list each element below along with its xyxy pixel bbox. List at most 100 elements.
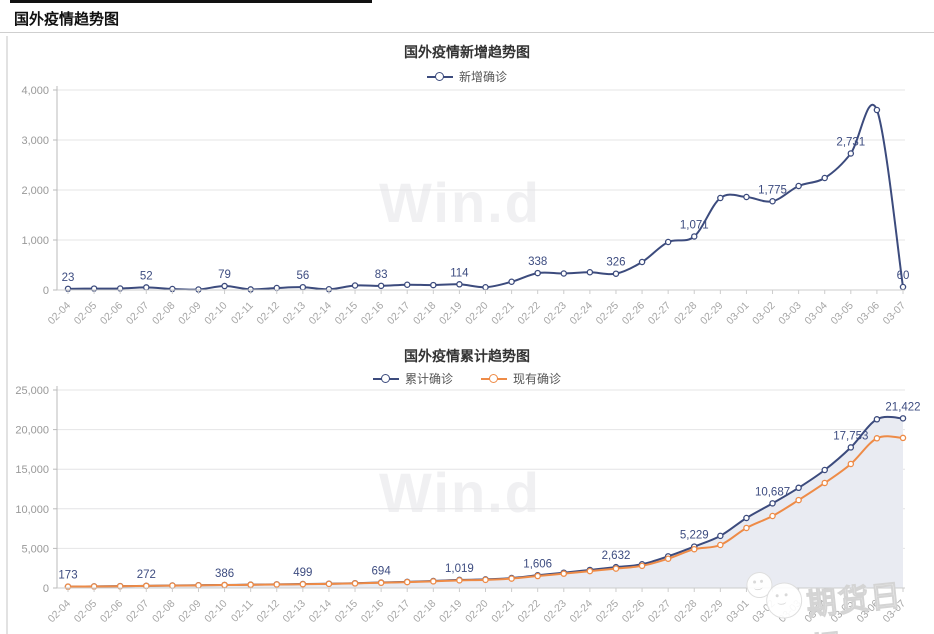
svg-text:02-07: 02-07 [124, 598, 152, 626]
svg-text:2,731: 2,731 [836, 136, 865, 148]
svg-text:02-18: 02-18 [411, 598, 439, 626]
cumulative-chart-title: 国外疫情累计趋势图 [404, 348, 530, 364]
legend-item-existing-confirmed: 现有确诊 [481, 370, 561, 387]
line-marker-icon [426, 71, 453, 82]
svg-text:338: 338 [528, 256, 547, 268]
legend-label: 新增确诊 [458, 70, 507, 84]
svg-text:0: 0 [43, 285, 49, 297]
svg-text:02-27: 02-27 [646, 300, 674, 328]
svg-text:02-26: 02-26 [620, 598, 648, 626]
svg-text:02-09: 02-09 [176, 300, 204, 328]
svg-text:52: 52 [140, 270, 153, 282]
svg-text:02-22: 02-22 [515, 598, 543, 626]
svg-text:02-14: 02-14 [307, 300, 335, 328]
svg-text:03-06: 03-06 [855, 300, 883, 328]
svg-text:10,687: 10,687 [755, 486, 790, 498]
svg-text:02-25: 02-25 [594, 598, 622, 626]
svg-text:02-08: 02-08 [150, 598, 178, 626]
svg-text:02-28: 02-28 [672, 300, 700, 328]
svg-text:02-19: 02-19 [437, 598, 465, 626]
svg-text:83: 83 [375, 269, 388, 281]
svg-text:02-13: 02-13 [280, 300, 308, 328]
svg-text:17,753: 17,753 [833, 430, 868, 442]
legend-item-new-confirmed: 新增确诊 [426, 68, 507, 85]
svg-text:02-10: 02-10 [202, 300, 230, 328]
svg-text:02-08: 02-08 [150, 300, 178, 328]
svg-text:03-05: 03-05 [828, 300, 856, 328]
svg-text:02-21: 02-21 [489, 598, 517, 626]
svg-text:02-23: 02-23 [541, 300, 569, 328]
page-title: 国外疫情趋势图 [14, 11, 120, 28]
svg-text:02-15: 02-15 [333, 300, 361, 328]
svg-text:02-19: 02-19 [437, 300, 465, 328]
svg-text:21,422: 21,422 [885, 401, 920, 413]
svg-text:02-06: 02-06 [98, 598, 126, 626]
svg-text:02-04: 02-04 [46, 300, 74, 328]
svg-text:02-05: 02-05 [72, 300, 100, 328]
svg-text:20,000: 20,000 [15, 425, 49, 437]
svg-text:02-17: 02-17 [385, 598, 413, 626]
svg-text:1,019: 1,019 [445, 563, 474, 575]
header-divider [0, 32, 934, 33]
svg-text:2,000: 2,000 [21, 185, 49, 197]
line-marker-icon [481, 373, 507, 384]
svg-text:1,606: 1,606 [523, 558, 552, 570]
svg-text:02-09: 02-09 [176, 598, 204, 626]
svg-text:02-29: 02-29 [698, 300, 726, 328]
svg-text:02-20: 02-20 [463, 598, 491, 626]
svg-text:5,000: 5,000 [21, 543, 49, 555]
left-border-line [6, 36, 8, 634]
svg-text:02-04: 02-04 [46, 598, 74, 626]
svg-text:499: 499 [293, 567, 312, 579]
svg-text:5,229: 5,229 [680, 530, 709, 542]
svg-text:02-22: 02-22 [515, 300, 543, 328]
svg-text:60: 60 [897, 270, 910, 282]
svg-text:23: 23 [62, 272, 75, 284]
svg-text:02-12: 02-12 [254, 300, 282, 328]
svg-text:03-02: 03-02 [750, 300, 778, 328]
svg-text:3,000: 3,000 [21, 135, 49, 147]
new-cases-legend: 新增确诊 [0, 68, 934, 85]
legend-label: 累计确诊 [404, 372, 453, 386]
svg-text:03-03: 03-03 [776, 300, 804, 328]
svg-text:02-17: 02-17 [385, 300, 413, 328]
cumulative-line-chart: 0 5,000 10,000 15,000 20,000 25,000 02-0402-05… [15, 385, 920, 626]
svg-text:114: 114 [450, 267, 469, 279]
svg-text:02-24: 02-24 [568, 598, 596, 626]
svg-text:0: 0 [43, 583, 49, 595]
svg-text:02-14: 02-14 [307, 598, 335, 626]
svg-text:02-13: 02-13 [280, 598, 308, 626]
svg-text:02-26: 02-26 [620, 300, 648, 328]
svg-text:02-12: 02-12 [254, 598, 282, 626]
logo-text: 期货日报 [805, 579, 905, 634]
svg-text:272: 272 [137, 569, 156, 581]
svg-text:02-27: 02-27 [646, 598, 674, 626]
svg-text:02-07: 02-07 [124, 300, 152, 328]
header-top-bar [10, 0, 372, 3]
svg-text:1,775: 1,775 [758, 184, 787, 196]
svg-text:1,071: 1,071 [680, 219, 709, 231]
svg-text:694: 694 [372, 566, 392, 578]
svg-text:02-15: 02-15 [333, 598, 361, 626]
svg-text:02-25: 02-25 [594, 300, 622, 328]
svg-text:02-21: 02-21 [489, 300, 517, 328]
svg-text:10,000: 10,000 [15, 504, 49, 516]
svg-text:173: 173 [58, 570, 77, 582]
svg-text:56: 56 [296, 270, 309, 282]
svg-text:2,632: 2,632 [602, 550, 631, 562]
svg-text:02-11: 02-11 [229, 300, 256, 327]
svg-text:386: 386 [215, 568, 234, 580]
svg-text:02-29: 02-29 [698, 598, 726, 626]
svg-text:1,000: 1,000 [21, 235, 49, 247]
cumulative-legend: 累计确诊 现有确诊 [0, 370, 934, 387]
svg-text:03-04: 03-04 [802, 300, 830, 328]
svg-text:02-10: 02-10 [202, 598, 230, 626]
svg-text:02-24: 02-24 [568, 300, 596, 328]
new-cases-line-chart: 01,0002,0003,0004,00002-0402-0502-0602-0… [21, 85, 910, 328]
svg-text:02-06: 02-06 [98, 300, 126, 328]
svg-text:03-07: 03-07 [881, 300, 909, 328]
svg-text:02-20: 02-20 [463, 300, 491, 328]
svg-text:25,000: 25,000 [15, 385, 49, 397]
svg-text:02-18: 02-18 [411, 300, 439, 328]
